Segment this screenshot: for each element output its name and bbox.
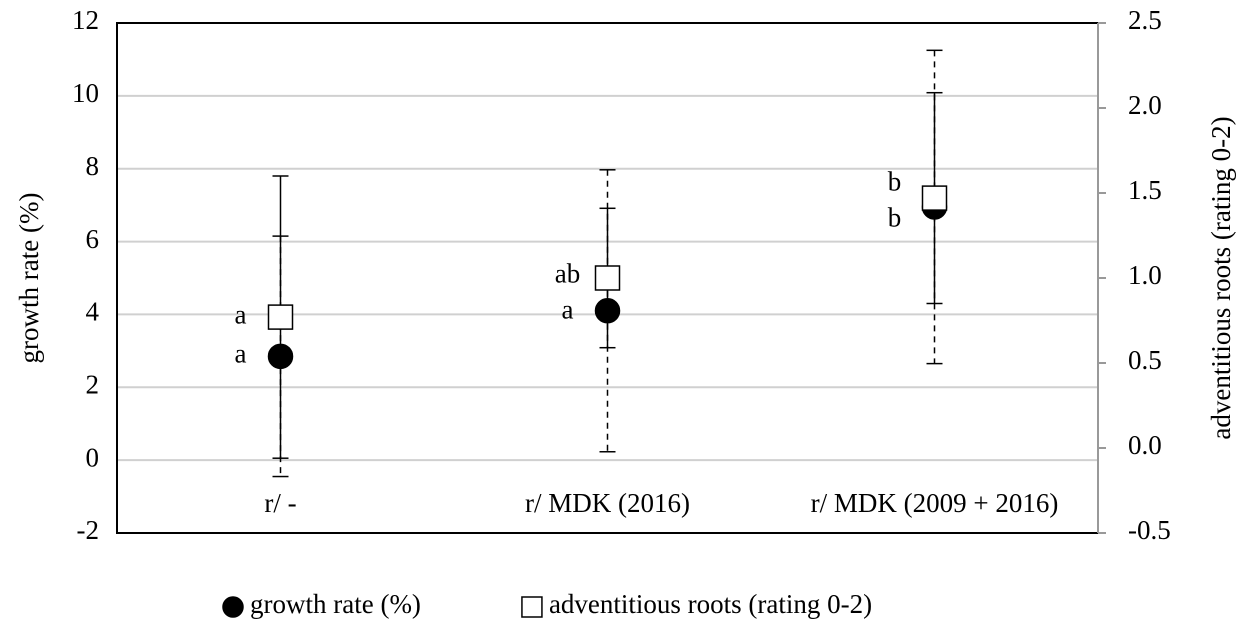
point-label: b bbox=[888, 203, 902, 233]
y-tick-label: 4 bbox=[86, 297, 100, 327]
x-tick-label: r/ MDK (2009 + 2016) bbox=[811, 488, 1059, 518]
legend-marker bbox=[521, 596, 543, 618]
y-tick-label: 10 bbox=[72, 78, 99, 108]
y-tick-label: 6 bbox=[86, 224, 100, 254]
legend-label: growth rate (%) bbox=[250, 589, 421, 619]
point-label: a bbox=[562, 295, 574, 325]
point bbox=[921, 185, 948, 211]
y-axis-label: growth rate (%) bbox=[14, 193, 44, 364]
point-label: a bbox=[235, 299, 247, 329]
y-tick-label: 0 bbox=[86, 442, 100, 472]
x-tick-label: r/ MDK (2016) bbox=[525, 488, 690, 518]
y2-tick-label: 1.0 bbox=[1128, 260, 1162, 290]
y2-tick-label: 2.5 bbox=[1128, 5, 1162, 35]
point-label: b bbox=[888, 167, 902, 197]
y-tick-label: 8 bbox=[86, 151, 100, 181]
legend-marker bbox=[222, 596, 244, 618]
x-tick-label: r/ - bbox=[264, 488, 296, 518]
y-tick-label: 2 bbox=[86, 369, 100, 399]
point-label: ab bbox=[555, 259, 580, 289]
legend-label: adventitious roots (rating 0-2) bbox=[549, 589, 872, 619]
y2-tick-label: 2.0 bbox=[1128, 90, 1162, 120]
y2-tick-label: 0.0 bbox=[1128, 430, 1162, 460]
point-label: a bbox=[235, 339, 247, 369]
point bbox=[594, 265, 621, 291]
y-tick-label: -2 bbox=[77, 515, 100, 545]
y2-tick-label: -0.5 bbox=[1128, 515, 1171, 545]
y2-tick-label: 1.5 bbox=[1128, 175, 1162, 205]
y2-axis-label: adventitious roots (rating 0-2) bbox=[1206, 116, 1236, 439]
y-tick-label: 12 bbox=[72, 5, 99, 35]
point bbox=[267, 304, 294, 330]
point bbox=[594, 298, 621, 324]
y2-tick-label: 0.5 bbox=[1128, 345, 1162, 375]
point bbox=[267, 343, 294, 370]
